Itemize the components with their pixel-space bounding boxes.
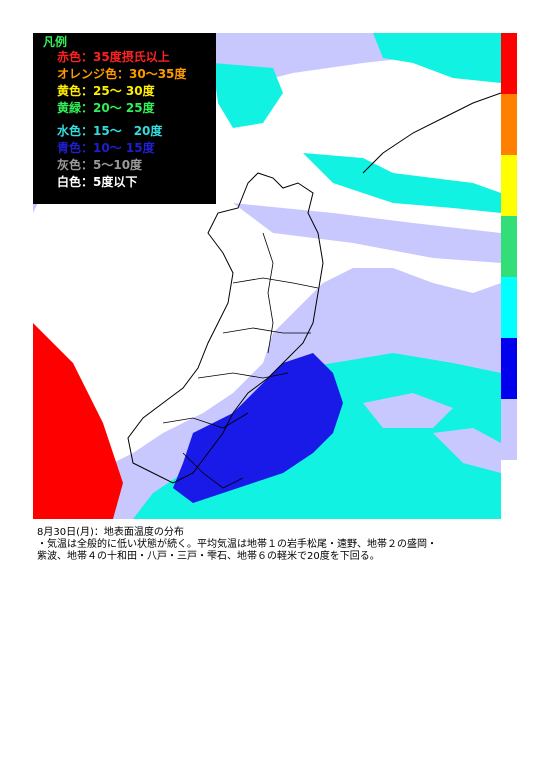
temperature-map: [33, 33, 501, 519]
prefecture-border-2: [222, 327, 311, 334]
colorbar-segment: [501, 155, 517, 216]
hokkaido-coast: [362, 92, 501, 174]
lavender-patch-south-2: [433, 428, 501, 473]
prefecture-border-5: [262, 232, 274, 354]
legend-item-yellow: 黄色：25〜 30度: [57, 84, 155, 98]
caption-summary-line-2: 紫波、地帯４の十和田・八戸・三戸・雫石、地帯６の軽米で20度を下回る。: [37, 551, 380, 562]
colorbar-segment: [501, 277, 517, 338]
lavender-patch-south-1: [363, 393, 453, 428]
legend-item-white: 白色：5度以下: [57, 175, 138, 189]
map-caption: 8月30日(月)：地表面温度の分布 ・気温は全般的に低い状態が続く。平均気温は地…: [37, 527, 507, 563]
blue-land-belt: [173, 353, 343, 503]
legend-box: 凡例 赤色：35度摂氏以上 オレンジ色：30〜35度 黄色：25〜 30度 黄緑…: [33, 33, 216, 204]
colorbar-segment: [501, 94, 517, 155]
cyan-patch-top-left: [213, 63, 283, 128]
legend-item-blue: 青色：10〜 15度: [57, 141, 155, 155]
colorbar-segment: [501, 216, 517, 277]
color-scale-bar: [501, 33, 517, 460]
caption-summary-line-1: ・気温は全般的に低い状態が続く。平均気温は地帯１の岩手松尾・遠野、地帯２の盛岡・: [37, 539, 437, 550]
prefecture-border-1: [232, 277, 319, 289]
blue-patch-coast: [263, 413, 313, 458]
lavender-band-mid: [233, 203, 501, 263]
colorbar-segment: [501, 33, 517, 94]
legend-item-yellowgreen: 黄緑：20〜 25度: [57, 101, 155, 115]
prefecture-border-3: [197, 372, 289, 379]
prefecture-border-4: [162, 412, 249, 429]
legend-item-lightblue: 水色：15〜 20度: [57, 124, 163, 138]
red-hot-region: [33, 323, 123, 519]
white-area-north: [233, 93, 501, 183]
colorbar-segment: [501, 399, 517, 460]
caption-date-title: 8月30日(月)：地表面温度の分布: [37, 527, 184, 538]
prefecture-border-6: [182, 452, 244, 489]
legend-item-orange: オレンジ色：30〜35度: [57, 67, 187, 81]
legend-item-gray: 灰色：5〜10度: [57, 158, 143, 172]
colorbar-segment: [501, 338, 517, 399]
legend-title: 凡例: [43, 35, 68, 49]
coastline: [127, 172, 324, 484]
cyan-band-mid: [303, 153, 501, 213]
cyan-patch-top-right: [373, 33, 501, 83]
legend-item-red: 赤色：35度摂氏以上: [57, 50, 170, 64]
